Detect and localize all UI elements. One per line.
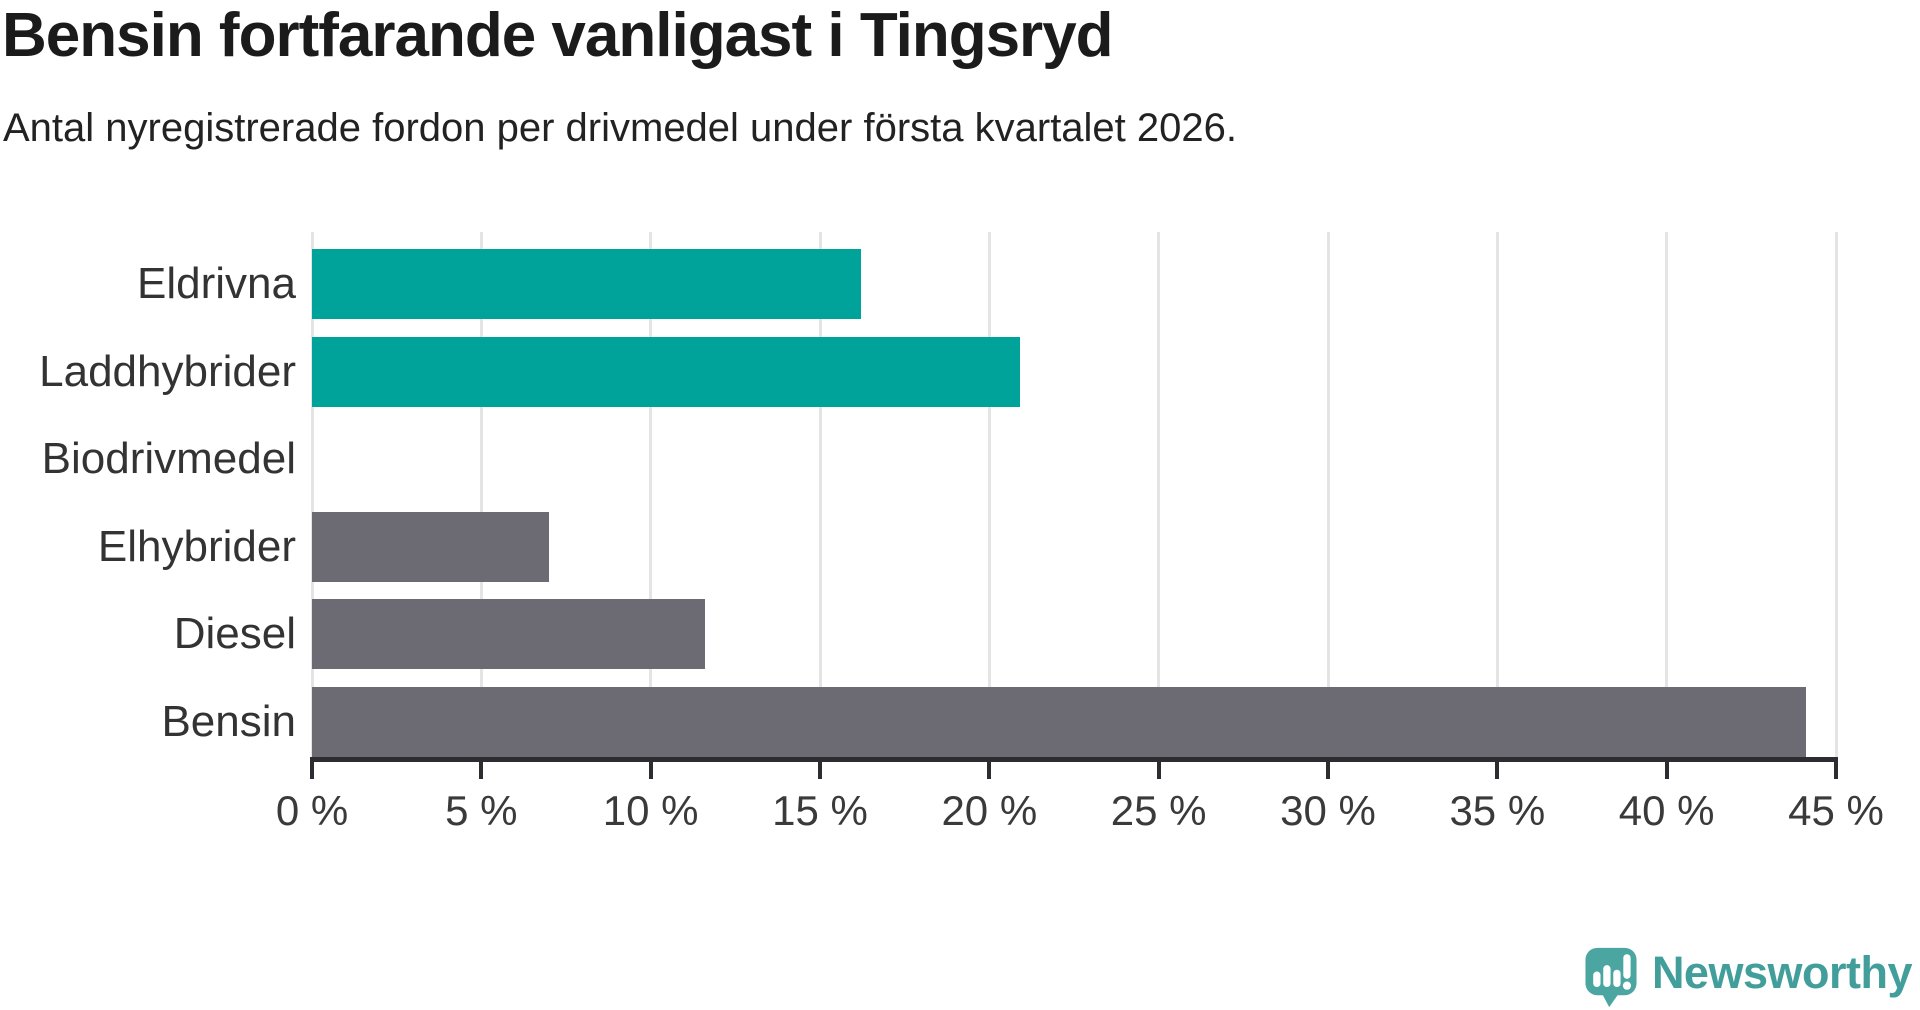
x-axis-tick-label: 15 % [772,787,868,834]
x-axis-tick [648,760,653,779]
y-axis-label: Laddhybrider [39,346,296,396]
x-axis-tick [1495,760,1500,779]
chart-title: Bensin fortfarande vanligast i Tingsryd [2,1,1114,70]
x-axis-tick [818,760,822,779]
bar-elhybrider [312,511,550,582]
x-gridline [1665,232,1669,760]
x-axis-line [310,757,1838,762]
x-axis-tick-label: 35 % [1449,787,1546,834]
x-axis-tick-label: 10 % [602,787,699,834]
bar-diesel [312,599,705,670]
x-axis-tick-label: 40 % [1618,787,1715,834]
x-gridline [1326,232,1330,760]
bar-bensin [312,687,1806,757]
x-gridline [1157,232,1161,760]
x-gridline [1495,232,1499,760]
x-axis-tick-label: 45 % [1788,787,1884,834]
x-gridline [987,232,991,760]
newsworthy-logo: Newsworthy [1583,946,1913,1008]
x-gridline [479,232,483,760]
y-axis-label: Diesel [173,609,296,659]
y-axis-label: Bensin [161,697,296,746]
newsworthy-speech-bubble-chart-icon [1585,947,1637,1008]
x-gridline [310,232,314,760]
x-axis-tick-label: 0 % [275,787,349,834]
chart-subtitle: Antal nyregistrerade fordon per drivmede… [3,106,1238,150]
x-axis-tick [1326,760,1330,779]
x-axis-tick [1156,760,1161,779]
bar-laddhybrider [312,336,1020,407]
x-axis-tick-label: 5 % [445,787,518,834]
x-axis-tick-label: 20 % [941,787,1038,834]
x-axis-tick [987,760,992,779]
y-axis-label: Elhybrider [97,521,296,571]
x-axis-tick [310,760,314,779]
x-axis-tick [479,760,484,779]
y-axis-label: Eldrivna [137,259,296,308]
x-axis-tick-label: 25 % [1110,787,1207,834]
newsworthy-logo-text: Newsworthy [1651,946,1913,998]
bar-eldrivna [312,249,861,319]
x-gridline [649,232,653,760]
x-axis-tick [1834,760,1838,779]
x-axis-tick [1664,760,1669,779]
x-gridline [1834,232,1838,760]
y-axis-label: Biodrivmedel [41,434,296,484]
x-axis-tick-label: 30 % [1280,787,1376,834]
x-gridline [818,232,822,760]
